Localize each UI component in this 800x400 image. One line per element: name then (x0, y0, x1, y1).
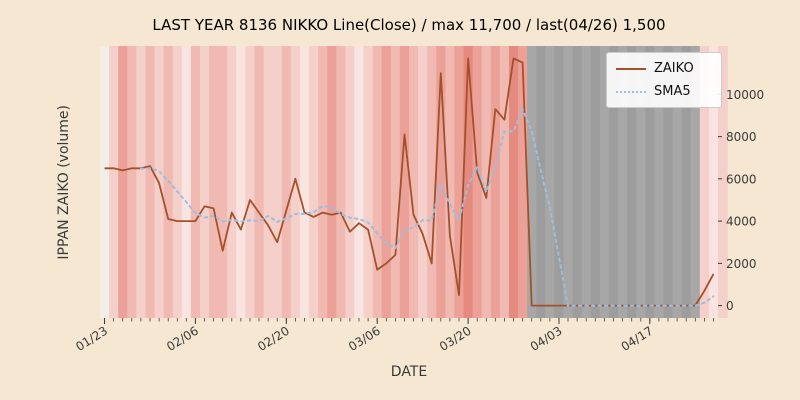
x-tick-label: 02/20 (255, 324, 292, 354)
background-bands (100, 46, 728, 318)
x-tick-label: 03/20 (437, 324, 474, 354)
zaiko-line-swatch (616, 67, 646, 70)
x-tick-label: 03/06 (346, 324, 383, 354)
x-tick-label: 04/17 (619, 324, 656, 354)
x-tick-label: 04/03 (528, 324, 565, 354)
series-lines (104, 57, 715, 307)
y-axis-label: IPPAN ZAIKO (volume) (56, 104, 72, 260)
y-tick-label: 6000 (726, 172, 757, 186)
x-axis-label: DATE (390, 364, 428, 380)
legend-label-zaiko: ZAIKO (654, 61, 694, 76)
legend-row-sma5: SMA5 (616, 84, 712, 99)
y-axis-label-wrap: IPPAN ZAIKO (volume) (56, 46, 72, 318)
x-tick-label: 01/23 (73, 324, 110, 354)
y-tick-label: 0 (726, 299, 734, 313)
x-minor-ticks (104, 318, 714, 322)
y-tick-label: 4000 (726, 215, 757, 229)
sma5-line (139, 106, 715, 307)
sma5-line-swatch (616, 90, 646, 93)
y-tick-label: 8000 (726, 130, 757, 144)
legend-row-zaiko: ZAIKO (616, 61, 712, 76)
x-tick-label: 02/06 (164, 324, 201, 354)
y-tick-label: 2000 (726, 257, 757, 271)
y-tick-label: 10000 (726, 88, 764, 102)
legend: ZAIKO SMA5 (606, 52, 722, 108)
legend-label-sma5: SMA5 (654, 84, 691, 99)
chart-title: LAST YEAR 8136 NIKKO Line(Close) / max 1… (152, 16, 666, 34)
